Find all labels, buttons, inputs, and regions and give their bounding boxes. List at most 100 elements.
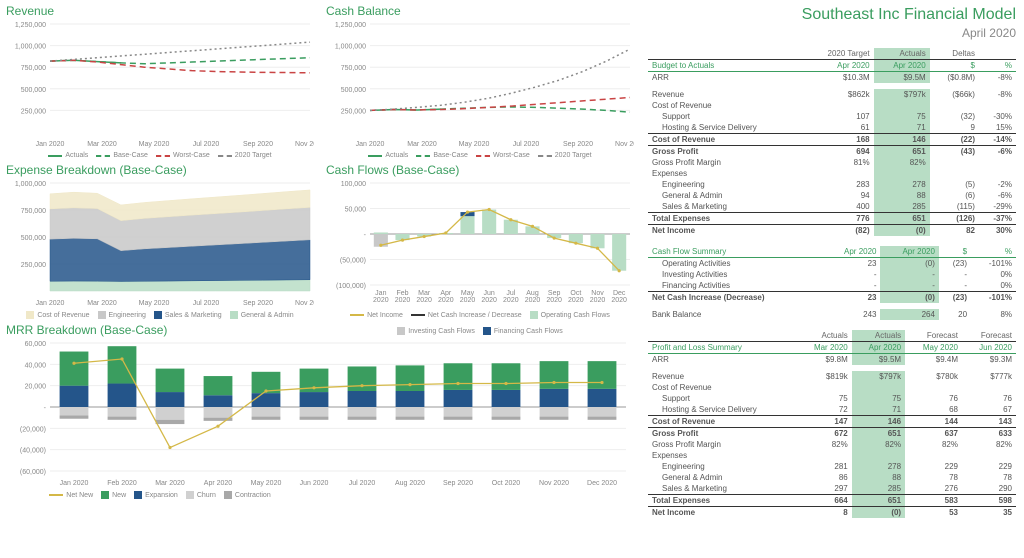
svg-text:Aug: Aug	[526, 290, 539, 297]
revenue-chart-title: Revenue	[6, 4, 314, 18]
svg-text:750,000: 750,000	[341, 65, 366, 72]
legend-item: Investing Cash Flows	[397, 327, 475, 335]
svg-text:May 2020: May 2020	[139, 141, 170, 148]
svg-text:500,000: 500,000	[341, 87, 366, 94]
svg-text:Jan: Jan	[375, 290, 386, 297]
legend-item: Sales & Marketing	[154, 311, 222, 319]
legend-item: Actuals	[368, 152, 408, 159]
expense-chart: 250,000500,000750,0001,000,000Jan 2020Ma…	[6, 179, 314, 309]
svg-text:2020: 2020	[503, 297, 519, 304]
cash-chart: 250,000 500,000 750,000 1,000,000 1,250,000 J…	[326, 20, 634, 150]
left-column: Revenue 250,000 500,000 750,000 1,000,000 1,…	[0, 0, 320, 558]
expense-legend: Cost of RevenueEngineeringSales & Market…	[6, 311, 314, 319]
legend-item: 2020 Target	[538, 152, 592, 159]
svg-text:Apr: Apr	[440, 290, 452, 297]
svg-text:250,000: 250,000	[341, 108, 366, 115]
svg-text:750,000: 750,000	[21, 208, 46, 215]
legend-item: Worst-Case	[476, 152, 530, 159]
svg-text:60,000: 60,000	[25, 341, 47, 348]
svg-text:Nov 2020: Nov 2020	[295, 141, 314, 148]
svg-text:2020: 2020	[373, 297, 389, 304]
svg-text:40,000: 40,000	[25, 362, 47, 369]
legend-item: Base-Case	[96, 152, 148, 159]
svg-text:Jun 2020: Jun 2020	[300, 480, 329, 487]
svg-text:1,000,000: 1,000,000	[15, 181, 46, 188]
svg-text:Oct: Oct	[570, 290, 581, 297]
svg-text:1,000,000: 1,000,000	[335, 44, 366, 51]
cashflow-summary-table: Cash Flow SummaryApr 2020Apr 2020$%Opera…	[648, 246, 1016, 320]
cash-chart-title: Cash Balance	[326, 4, 634, 18]
svg-text:500,000: 500,000	[21, 87, 46, 94]
right-column: Southeast Inc Financial Model April 2020…	[640, 0, 1024, 558]
svg-text:Sep 2020: Sep 2020	[243, 300, 273, 307]
legend-item: New	[101, 491, 126, 499]
svg-text:2020: 2020	[525, 297, 541, 304]
svg-text:Dec: Dec	[613, 290, 626, 297]
svg-text:2020: 2020	[611, 297, 627, 304]
svg-text:Nov: Nov	[591, 290, 604, 297]
svg-text:Mar 2020: Mar 2020	[87, 141, 117, 148]
svg-text:Feb 2020: Feb 2020	[107, 480, 137, 487]
budget-to-actuals-table: 2020 TargetActualsDeltasBudget to Actual…	[648, 48, 1016, 236]
legend-item: Net Income	[350, 311, 403, 319]
svg-text:Jan 2020: Jan 2020	[356, 141, 385, 148]
svg-text:Dec 2020: Dec 2020	[587, 480, 617, 487]
cashflow-legend: Net Income Net Cash Increase / Decrease Op…	[340, 311, 620, 335]
svg-text:(40,000): (40,000)	[20, 448, 46, 455]
svg-text:-: -	[44, 405, 47, 412]
cashflow-chart-title: Cash Flows (Base-Case)	[326, 163, 634, 177]
svg-text:Nov 2020: Nov 2020	[295, 300, 314, 307]
svg-text:20,000: 20,000	[25, 384, 47, 391]
legend-item: General & Admin	[230, 311, 294, 319]
svg-text:Apr 2020: Apr 2020	[204, 480, 233, 487]
legend-item: Churn	[186, 491, 216, 499]
svg-text:1,000,000: 1,000,000	[15, 44, 46, 51]
legend-item: Expansion	[134, 491, 178, 499]
legend-item: Engineering	[98, 311, 146, 319]
svg-text:-: -	[364, 232, 367, 239]
svg-text:Sep: Sep	[548, 290, 561, 297]
svg-text:1,250,000: 1,250,000	[335, 22, 366, 29]
svg-text:500,000: 500,000	[21, 235, 46, 242]
legend-item: Contraction	[224, 491, 271, 499]
legend-item: Operating Cash Flows	[530, 311, 610, 319]
mrr-chart: (60,000) (40,000) (20,000) - 20,000 40,000 60,…	[6, 339, 634, 489]
legend-item: Net New	[49, 491, 93, 499]
svg-text:Jul 2020: Jul 2020	[193, 141, 220, 148]
svg-text:Mar 2020: Mar 2020	[155, 480, 185, 487]
svg-text:(50,000): (50,000)	[340, 258, 366, 265]
svg-text:Jul: Jul	[506, 290, 515, 297]
svg-text:(60,000): (60,000)	[20, 469, 46, 476]
mrr-chart-title: MRR Breakdown (Base-Case)	[6, 323, 314, 337]
cash-legend: Actuals Base-Case Worst-Case 2020 Target	[326, 152, 634, 159]
revenue-legend: ActualsBase-CaseWorst-Case2020 Target	[6, 152, 314, 159]
svg-text:Jun: Jun	[484, 290, 495, 297]
revenue-chart: 250,000500,000750,0001,000,0001,250,000J…	[6, 20, 314, 150]
svg-text:Mar: Mar	[418, 290, 431, 297]
svg-text:Nov 2020: Nov 2020	[615, 141, 634, 148]
page-title: Southeast Inc Financial Model	[648, 6, 1016, 24]
svg-text:1,250,000: 1,250,000	[15, 22, 46, 29]
svg-text:Mar 2020: Mar 2020	[87, 300, 117, 307]
svg-text:Oct 2020: Oct 2020	[492, 480, 521, 487]
svg-text:250,000: 250,000	[21, 262, 46, 269]
svg-text:Feb: Feb	[396, 290, 408, 297]
svg-text:May 2020: May 2020	[459, 141, 490, 148]
svg-text:Jul 2020: Jul 2020	[193, 300, 220, 307]
svg-text:2020: 2020	[546, 297, 562, 304]
svg-text:50,000: 50,000	[345, 207, 367, 214]
svg-text:Sep 2020: Sep 2020	[443, 480, 473, 487]
svg-text:Aug 2020: Aug 2020	[395, 480, 425, 487]
expense-chart-title: Expense Breakdown (Base-Case)	[6, 163, 314, 177]
svg-text:Jul 2020: Jul 2020	[349, 480, 376, 487]
svg-text:2020: 2020	[438, 297, 454, 304]
page-subtitle: April 2020	[648, 26, 1016, 40]
svg-text:750,000: 750,000	[21, 65, 46, 72]
legend-item: Base-Case	[416, 152, 468, 159]
svg-text:(20,000): (20,000)	[20, 426, 46, 433]
legend-item: 2020 Target	[218, 152, 272, 159]
svg-text:(100,000): (100,000)	[336, 283, 366, 290]
svg-text:2020: 2020	[590, 297, 606, 304]
legend-item: Worst-Case	[156, 152, 210, 159]
legend-item: Net Cash Increase / Decrease	[411, 311, 522, 319]
